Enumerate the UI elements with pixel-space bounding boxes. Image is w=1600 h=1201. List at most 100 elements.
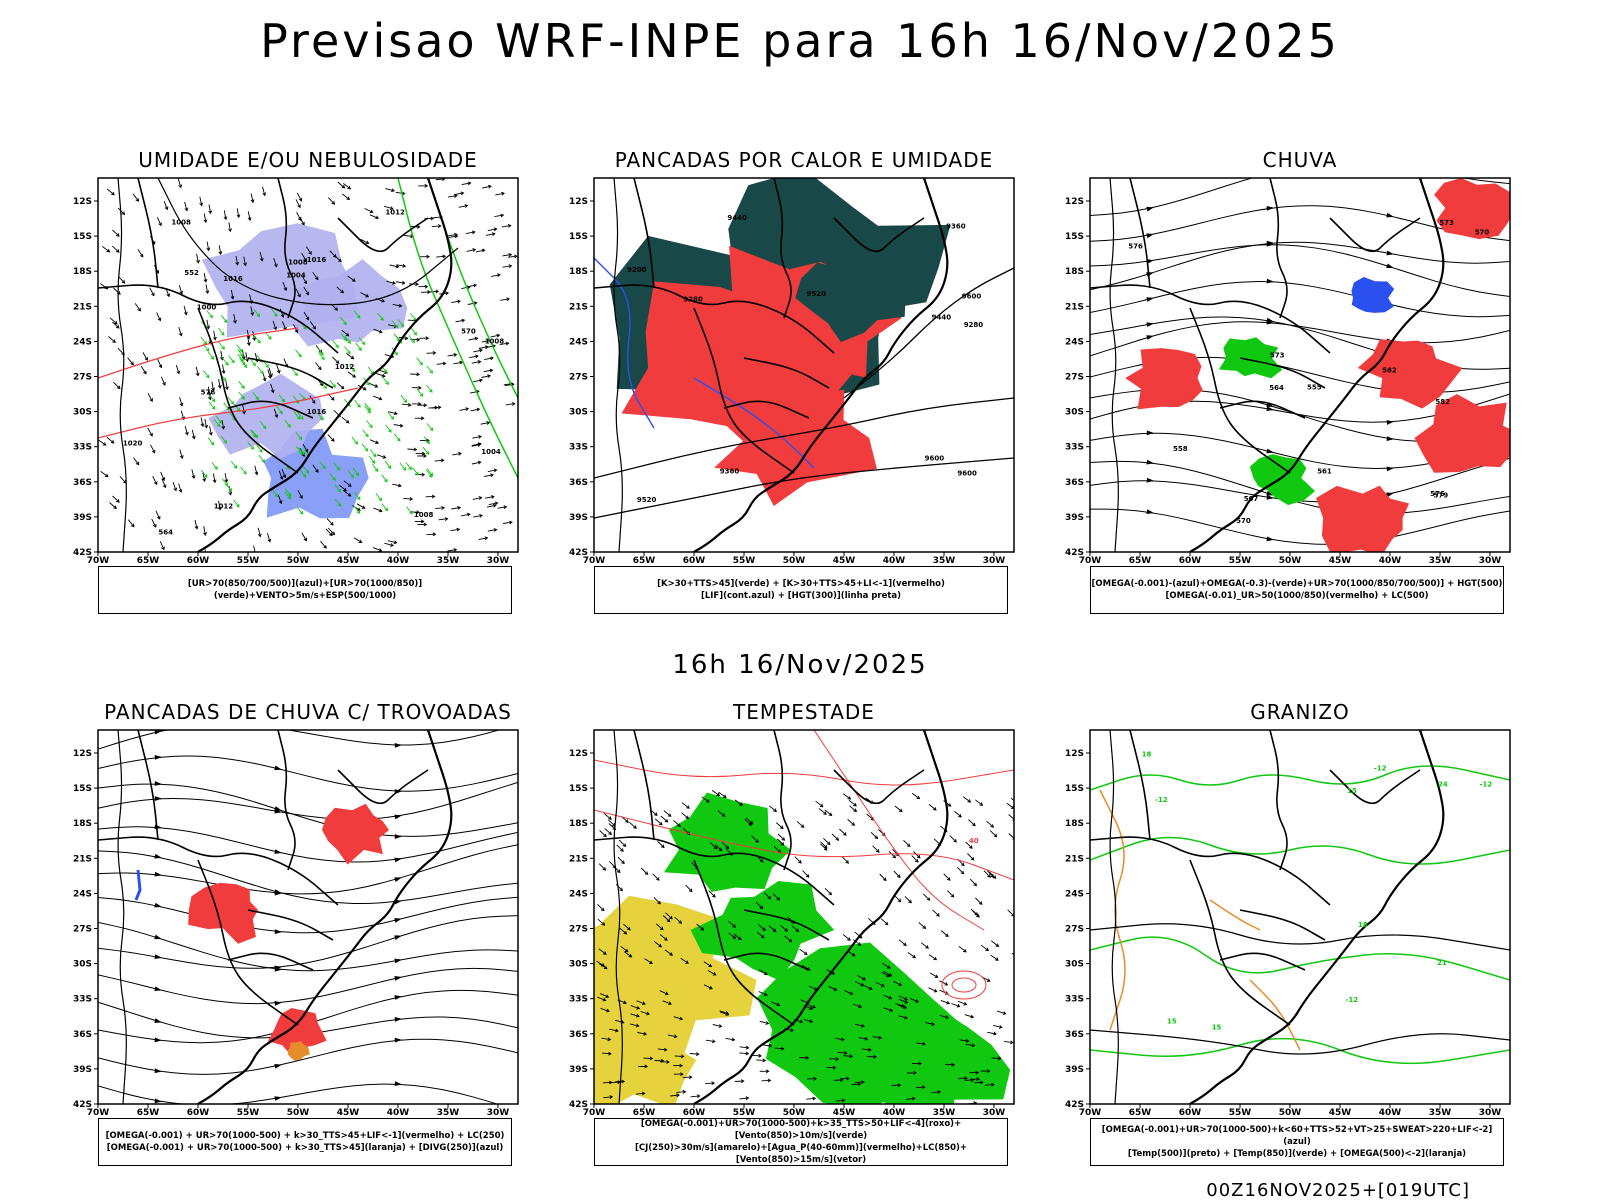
lat-tick-label: 33S: [569, 443, 588, 453]
contour-label: 18: [1142, 751, 1152, 759]
lat-tick-label: 18S: [1065, 267, 1084, 277]
lon-tick-label: 55W: [1229, 556, 1252, 566]
wind-vector-head: [1015, 801, 1018, 804]
legend-line: [OMEGA(-0.001) + UR>70(1000-500) + k>30_…: [99, 1130, 511, 1142]
lat-tick-label: 24S: [569, 337, 588, 347]
contour-label: 573: [1270, 351, 1285, 359]
lat-tick-label: 24S: [1065, 337, 1084, 347]
lon-tick-label: 65W: [633, 556, 656, 566]
lat-tick-label: 15S: [569, 232, 588, 242]
lon-tick-label: 60W: [187, 556, 210, 566]
contour-label: 9440: [727, 214, 747, 222]
lon-tick-label: 35W: [437, 1108, 460, 1118]
lon-tick-label: 35W: [933, 1108, 956, 1118]
lon-tick-label: 30W: [1479, 556, 1502, 566]
contour-label: 40: [969, 837, 979, 845]
lon-tick-label: 60W: [683, 1108, 706, 1118]
legend-line: [OMEGA(-0.001)+UR>70(1000-500)+k<60+TTS>…: [1091, 1124, 1503, 1148]
panel-legend: [OMEGA(-0.001)+UR>70(1000-500)+k<60+TTS>…: [1090, 1118, 1504, 1166]
lat-tick-label: 15S: [73, 784, 92, 794]
contour-label: 24: [1438, 780, 1448, 788]
map-content: [98, 724, 518, 1111]
lat-tick-label: 27S: [569, 373, 588, 383]
lon-tick-label: 55W: [237, 1108, 260, 1118]
lat-tick-label: 30S: [1065, 960, 1084, 970]
lon-tick-label: 50W: [783, 556, 806, 566]
lon-tick-label: 50W: [287, 556, 310, 566]
lon-tick-label: 45W: [1329, 1108, 1352, 1118]
lat-tick-label: 12S: [73, 197, 92, 207]
contour-label: 9440: [932, 313, 952, 321]
panel-title: CHUVA: [1070, 148, 1530, 172]
lat-tick-label: 15S: [1065, 232, 1084, 242]
panel-legend: [OMEGA(-0.001)-(azul)+OMEGA(-0.3)-(verde…: [1090, 566, 1504, 614]
main-title: Previsao WRF-INPE para 16h 16/Nov/2025: [0, 14, 1600, 68]
rain-light-area: [1351, 277, 1394, 313]
lat-tick-label: 21S: [1065, 302, 1084, 312]
lat-tick-label: 33S: [73, 443, 92, 453]
lon-tick-label: 40W: [883, 1108, 906, 1118]
lon-tick-label: 70W: [87, 1108, 110, 1118]
lat-tick-label: 18S: [569, 819, 588, 829]
contour-label: 15: [1212, 1023, 1222, 1031]
wind-vector-head: [1016, 956, 1019, 959]
lon-tick-label: 55W: [1229, 1108, 1252, 1118]
lon-tick-label: 70W: [87, 556, 110, 566]
lat-tick-label: 33S: [1065, 443, 1084, 453]
lat-tick-label: 30S: [1065, 408, 1084, 418]
lat-tick-label: 24S: [1065, 889, 1084, 899]
contour-label: -12: [1155, 796, 1168, 804]
lon-tick-label: 65W: [137, 1108, 160, 1118]
lat-tick-label: 27S: [73, 925, 92, 935]
contour-label: 18: [1358, 921, 1368, 929]
lat-tick-label: 21S: [569, 854, 588, 864]
contour-label: 1016: [223, 275, 243, 283]
lat-tick-label: 18S: [73, 267, 92, 277]
lon-tick-label: 30W: [983, 556, 1006, 566]
lat-tick-label: 39S: [569, 1065, 588, 1075]
panel-legend: [K>30+TTS>45](verde) + [K>30+TTS>45+LI<-…: [594, 566, 1008, 614]
lon-tick-label: 60W: [1179, 1108, 1202, 1118]
lon-tick-label: 65W: [633, 1108, 656, 1118]
panel-legend: [OMEGA(-0.001)+UR>70(1000-500)+k>35_TTS>…: [594, 1118, 1008, 1166]
lat-tick-label: 27S: [1065, 925, 1084, 935]
map-plot-area: 9600960096009520952094409440936093609280…: [569, 169, 1014, 566]
lat-tick-label: 12S: [569, 197, 588, 207]
legend-line: [OMEGA(-0.01)_UR>50(1000/850)(vermelho) …: [1091, 590, 1503, 602]
panel-title: PANCADAS DE CHUVA C/ TROVOADAS: [78, 700, 538, 724]
panel-title: GRANIZO: [1070, 700, 1530, 724]
lat-tick-label: 39S: [1065, 1065, 1084, 1075]
lon-tick-label: 35W: [933, 556, 956, 566]
contour-label: 564: [158, 529, 173, 537]
lat-tick-label: 15S: [1065, 784, 1084, 794]
lon-tick-label: 35W: [1429, 1108, 1452, 1118]
legend-line: [CJ(250)>30m/s](amarelo)+[Agua_P(40-60mm…: [595, 1142, 1007, 1166]
lat-tick-label: 27S: [1065, 373, 1084, 383]
lon-tick-label: 35W: [437, 556, 460, 566]
contour-label: 9360: [946, 222, 966, 230]
lat-tick-label: 21S: [73, 854, 92, 864]
lat-tick-label: 24S: [73, 889, 92, 899]
contour-label: 1012: [335, 363, 355, 371]
lon-tick-label: 50W: [1279, 1108, 1302, 1118]
map-plot-area: 5825825795765765735735705705675645615585…: [1065, 163, 1531, 566]
forecast-time-label: 16h 16/Nov/2025: [0, 650, 1600, 680]
contour-label: 1008: [171, 218, 191, 226]
lat-tick-label: 36S: [73, 478, 92, 488]
contour-label: 564: [1269, 384, 1284, 392]
lon-tick-label: 70W: [1079, 556, 1102, 566]
lon-tick-label: 40W: [883, 556, 906, 566]
legend-line: [OMEGA(-0.001)+UR>70(1000-500)+k>35_TTS>…: [595, 1118, 1007, 1142]
lat-tick-label: 39S: [1065, 513, 1084, 523]
contour-label: 1012: [385, 209, 405, 217]
legend-line: [UR>70(850/700/500)](azul)+[UR>70(1000/8…: [99, 578, 511, 602]
forecast-map-2: 9600960096009520952094409440936093609280…: [554, 178, 1024, 582]
contour-label: 576: [1430, 490, 1445, 498]
lon-tick-label: 30W: [983, 1108, 1006, 1118]
map-plot-area: 1008100810041008101210121016101210041020…: [73, 178, 526, 567]
contour-label: 1004: [286, 272, 306, 280]
legend-line: [K>30+TTS>45](verde) + [K>30+TTS>45+LI<-…: [595, 578, 1007, 590]
lat-tick-label: 30S: [73, 408, 92, 418]
lat-tick-label: 30S: [569, 408, 588, 418]
